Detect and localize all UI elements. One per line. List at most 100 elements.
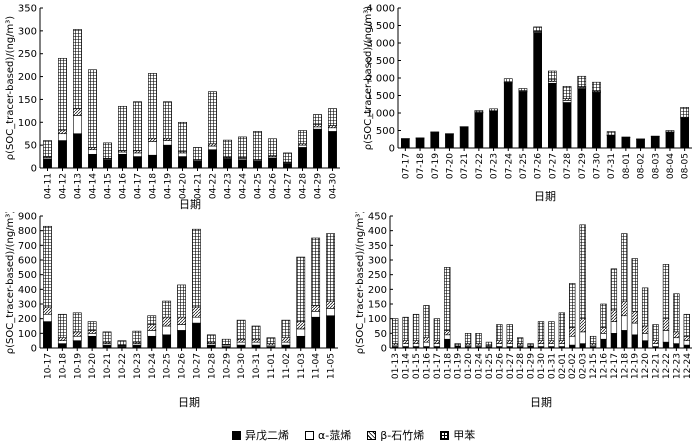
x-tick-label: 07-31 (607, 153, 617, 179)
bar-segment-series-isoprene (592, 92, 601, 149)
x-tick-label: 10-18 (58, 353, 68, 379)
y-tick-label: 150 (18, 95, 37, 106)
x-tick-label: 01-29 (527, 353, 537, 379)
bar-segment-series-isoprene (673, 343, 680, 349)
bar-segment-series-toluene (313, 114, 322, 125)
y-tick-label: 0 (31, 164, 37, 175)
legend-label: 甲苯 (453, 429, 476, 442)
bar-segment-series-toluene (454, 343, 461, 347)
bar-segment-series-alpha-pinene (313, 126, 322, 130)
x-tick-label: 04-30 (329, 173, 339, 199)
bar-segment-series-beta-caryophyllene (313, 124, 322, 128)
bar-segment-series-isoprene (238, 159, 247, 169)
x-tick-label: 01-16 (422, 353, 432, 379)
y-axis-label: ρ(SOC_tracer-based)/(ng/m³) (5, 212, 16, 354)
bar-segment-series-alpha-pinene (631, 322, 638, 336)
bar-segment-series-isoprene (148, 154, 157, 169)
bar-segment-series-beta-caryophyllene (208, 143, 217, 147)
bar-segment-series-toluene (558, 312, 565, 341)
bar-segment-series-beta-caryophyllene (328, 125, 337, 129)
x-tick-label: 08-01 (622, 153, 632, 179)
bar-segment-series-isoprene (133, 156, 142, 169)
bar-segment-series-isoprene (73, 133, 82, 169)
bar-segment-series-isoprene (72, 340, 82, 349)
x-tick-label: 12-22 (662, 353, 672, 379)
y-tick-label: 350 (368, 241, 387, 252)
x-tick-label: 01-18 (443, 353, 453, 379)
bar-segment-series-isoprene (562, 102, 572, 149)
bar-segment-series-toluene (518, 88, 528, 92)
bar-segment-series-beta-caryophyllene (662, 318, 670, 331)
bar-segment-series-toluene (562, 86, 572, 99)
bar-segment-series-isoprene (147, 335, 157, 349)
bar-segment-series-isoprene (43, 321, 52, 349)
x-tick-label: 04-22 (209, 173, 219, 199)
bar-segment-series-beta-caryophyllene (177, 316, 186, 325)
bar-segment-series-toluene (162, 300, 172, 318)
bar-segment-series-beta-caryophyllene (148, 137, 157, 142)
x-tick-label: 12-16 (599, 353, 609, 379)
x-tick-label: 01-24 (475, 353, 485, 379)
y-tick-label: 1 000 (366, 109, 395, 120)
x-tick-label: 07-23 (490, 153, 500, 179)
x-tick-label: 04-16 (119, 173, 129, 199)
bar-segment-series-isoprene (281, 344, 291, 349)
bar-segment-series-beta-caryophyllene (163, 137, 172, 141)
bar-segment-series-alpha-pinene (506, 343, 513, 347)
bar-segment-series-toluene (88, 69, 97, 148)
bar-segment-series-toluene (527, 343, 534, 347)
bar-segment-series-alpha-pinene (73, 115, 82, 135)
x-tick-label: 04-27 (284, 173, 294, 199)
y-tick-label: 350 (18, 4, 37, 15)
bar-segment-series-alpha-pinene (251, 341, 261, 346)
legend-item-alpha-pinene: α-蒎烯 (305, 427, 351, 443)
bar-segment-series-beta-caryophyllene (496, 340, 503, 344)
x-tick-label: 02-01 (558, 353, 568, 379)
bar-segment-series-alpha-pinene (673, 337, 680, 344)
bar-segment-series-toluene (506, 324, 513, 341)
x-tick-label: 08-05 (681, 153, 691, 179)
bar-segment-series-isoprene (118, 153, 127, 169)
y-axis-label: ρ(SOC_tracer-based)/(ng/m³) (355, 212, 366, 354)
bar-segment-series-isoprene (606, 135, 616, 149)
x-tick-label: 01-26 (495, 353, 505, 379)
x-tick-label: 04-13 (74, 173, 84, 199)
x-tick-label: 10-24 (148, 353, 158, 379)
y-tick-label: 200 (18, 314, 37, 325)
x-tick-label: 10-31 (252, 353, 262, 379)
y-tick-label: 300 (18, 26, 37, 37)
x-tick-label: 04-19 (164, 173, 174, 199)
bar-segment-series-toluene (683, 313, 690, 337)
bar-segment-series-beta-caryophyllene (192, 306, 201, 318)
x-tick-label: 10-26 (178, 353, 188, 379)
chart-panel-winter: 0 50 100 150 200 250 300 350 400 450 ρ(SOC_tracer-… (350, 210, 700, 422)
legend-swatch-grid (440, 430, 450, 440)
bar-segment-series-isoprene (445, 133, 454, 149)
bar-segment-series-alpha-pinene (296, 328, 306, 337)
bar-segment-series-isoprene (296, 335, 306, 349)
bar-segment-series-alpha-pinene (328, 127, 337, 132)
bar-segment-series-toluene (221, 338, 231, 345)
bar-segment-series-alpha-pinene (177, 324, 186, 331)
bar-segment-series-alpha-pinene (402, 343, 409, 347)
bar-segment-series-beta-caryophyllene (57, 337, 67, 341)
bar-segment-series-toluene (569, 283, 576, 328)
bar-segment-series-isoprene (518, 91, 528, 149)
x-tick-label: 07-17 (401, 153, 411, 179)
x-tick-label: 12-18 (620, 353, 630, 379)
bar-segment-series-alpha-pinene (208, 145, 217, 151)
bar-segment-series-isoprene (313, 128, 322, 169)
bar-segment-series-toluene (600, 303, 607, 328)
x-tick-label: 08-03 (651, 153, 661, 179)
y-tick-label: 300 (368, 256, 387, 267)
bar-segment-series-alpha-pinene (148, 141, 157, 156)
bar-segment-series-toluene (43, 225, 52, 308)
legend-label: 异戊二烯 (245, 429, 289, 442)
x-tick-label: 04-28 (299, 173, 309, 199)
bar-segment-series-isoprene (548, 82, 557, 149)
bar-segment-series-alpha-pinene (281, 341, 291, 346)
bar-segment-series-alpha-pinene (298, 144, 307, 148)
bar-segment-series-isoprene (88, 153, 97, 169)
x-tick-label: 04-17 (134, 173, 144, 199)
bar-segment-series-alpha-pinene (88, 149, 97, 155)
